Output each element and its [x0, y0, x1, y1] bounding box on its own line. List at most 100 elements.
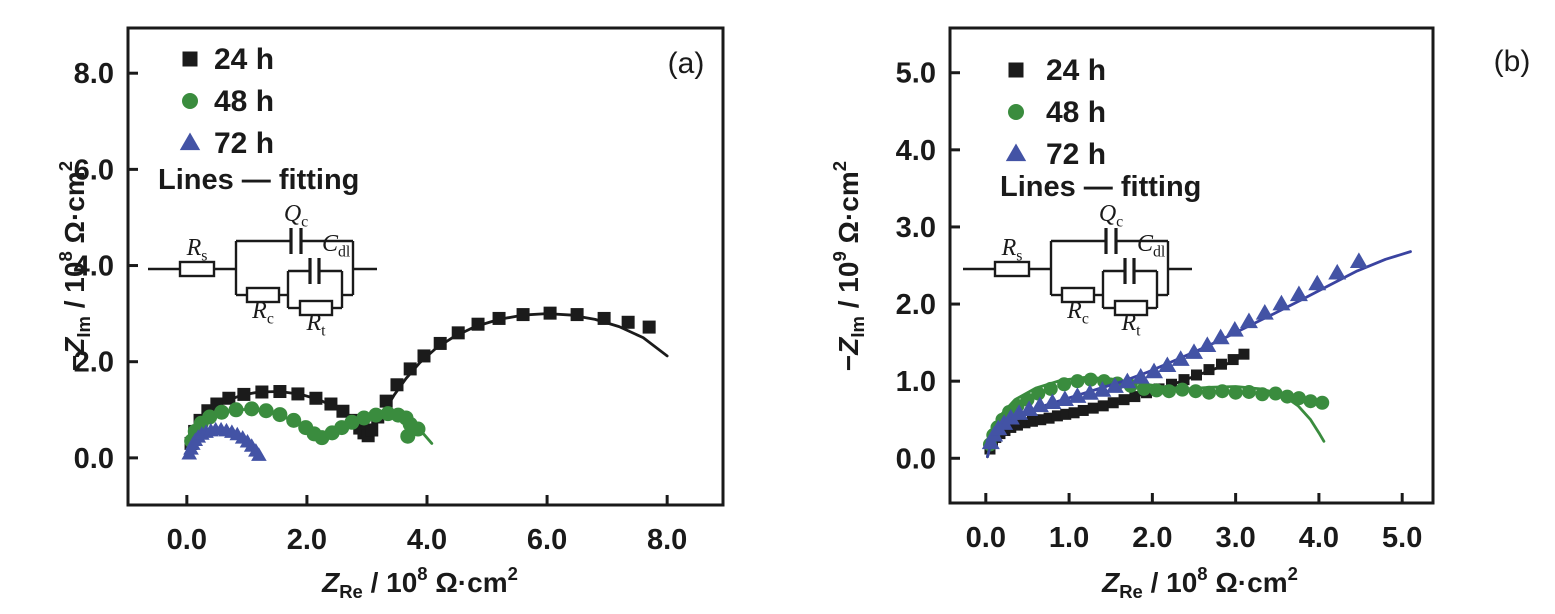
y-tick-label: 0.0 — [74, 443, 114, 475]
data-point-24h — [1215, 358, 1227, 370]
data-point-48h — [368, 407, 384, 423]
series-24h — [184, 306, 669, 459]
label-qc: Qc — [284, 201, 308, 230]
x-tick-label: 1.0 — [1049, 522, 1089, 554]
y-tick-label: 2.0 — [74, 347, 114, 379]
y-axis-title: −ZIm / 109 Ω·cm2 — [829, 161, 868, 371]
x-tick-label: 5.0 — [1382, 522, 1422, 554]
legend-item-72h: 72 h — [1005, 138, 1106, 171]
data-point-24h — [1238, 348, 1250, 360]
data-point-48h — [1255, 387, 1270, 402]
data-point-48h — [228, 402, 244, 418]
legend-note: Lines — fitting — [1000, 171, 1201, 203]
data-point-24h — [471, 317, 485, 331]
data-point-24h — [291, 387, 305, 401]
data-point-72h — [1289, 285, 1308, 302]
legend-label-72h: 72 h — [214, 127, 274, 160]
data-point-48h — [272, 407, 288, 423]
y-axis-title: −ZIm / 108 Ω·cm2 — [55, 161, 94, 371]
legend-label-24h: 24 h — [1046, 54, 1106, 87]
data-point-24h — [1035, 414, 1047, 426]
x-tick-label: 0.0 — [966, 522, 1006, 554]
data-point-48h — [1241, 384, 1256, 399]
x-tick-label: 6.0 — [527, 524, 567, 556]
x-tick-label: 0.0 — [167, 524, 207, 556]
x-axis-title: ZRe / 108 Ω·cm2 — [321, 563, 518, 602]
resistor-rs — [993, 260, 1031, 278]
data-point-72h — [1272, 294, 1291, 311]
data-point-24h — [597, 311, 611, 325]
data-point-48h — [1020, 392, 1035, 407]
data-point-72h — [1131, 368, 1150, 384]
data-point-48h — [1228, 385, 1243, 400]
x-tick-label: 8.0 — [647, 524, 687, 556]
data-point-48h — [1057, 377, 1072, 392]
data-point-72h — [1239, 312, 1258, 329]
label-rs: Rs — [186, 235, 208, 264]
x-tick-label: 4.0 — [1299, 522, 1339, 554]
data-point-24h — [1051, 410, 1063, 422]
legend-marker-24h — [182, 51, 198, 67]
y-tick-label: 5.0 — [896, 58, 936, 90]
data-point-72h — [1184, 343, 1203, 359]
data-point-24h — [642, 320, 656, 334]
panel-tag-a: (a) — [668, 47, 705, 80]
data-point-72h — [1145, 362, 1164, 379]
data-point-24h — [999, 425, 1011, 437]
legend-item-72h: 72 h — [179, 127, 274, 160]
legend-item-24h: 24 h — [1008, 54, 1106, 87]
label-rt: Rt — [305, 310, 326, 339]
data-point-24h — [403, 362, 417, 376]
panel-tag-b: (b) — [1494, 45, 1531, 78]
data-point-72h — [1105, 377, 1124, 393]
data-point-48h — [1175, 382, 1190, 397]
data-point-48h — [286, 412, 302, 428]
panel-a: 0.0 2.0 4.0 6.0 8.0 0.0 2.0 4.0 6.0 8.0 ZRe / 108 … — [55, 26, 725, 602]
x-tick-label: 2.0 — [287, 524, 327, 556]
data-point-24h — [390, 378, 404, 392]
data-point-72h — [1225, 320, 1244, 337]
data-point-48h — [214, 404, 230, 420]
x-tick-label: 4.0 — [407, 524, 447, 556]
data-point-24h — [1068, 407, 1080, 419]
y-tick-label: 6.0 — [74, 154, 114, 186]
label-rt: Rt — [1120, 310, 1141, 339]
y-tick-label: 3.0 — [896, 212, 936, 244]
data-point-72h — [1255, 304, 1274, 320]
data-point-24h — [1166, 378, 1178, 390]
data-point-24h — [1178, 374, 1190, 386]
data-point-48h — [1137, 381, 1152, 396]
data-point-24h — [417, 349, 431, 363]
equivalent-circuit-inset: Rs Qc Rc Cdl Rt — [148, 201, 377, 339]
data-point-48h — [1031, 386, 1046, 401]
data-point-48h — [1215, 384, 1230, 399]
data-point-24h — [1011, 419, 1023, 431]
data-point-24h — [1107, 397, 1119, 409]
data-point-72h — [1328, 263, 1347, 280]
data-point-24h — [273, 385, 287, 399]
data-point-24h — [1026, 415, 1038, 427]
data-point-72h — [251, 447, 267, 461]
data-point-48h — [1280, 389, 1295, 404]
data-point-48h — [258, 403, 274, 419]
legend-marker-48h — [1008, 104, 1024, 120]
data-point-48h — [1303, 394, 1318, 409]
data-point-48h — [1043, 381, 1058, 396]
y-tick-label: 1.0 — [896, 366, 936, 398]
data-point-72h — [1171, 350, 1190, 366]
legend-label-72h: 72 h — [1046, 138, 1106, 171]
x-tick-label: 3.0 — [1215, 522, 1255, 554]
legend-note: Lines — fitting — [158, 164, 359, 196]
data-point-24h — [1129, 391, 1141, 403]
panel-b: 0.0 1.0 2.0 3.0 4.0 5.0 0.0 1.0 2.0 3.0 4.0 5.0 ZRe … — [829, 26, 1531, 602]
data-point-24h — [1118, 394, 1130, 406]
data-point-24h — [1019, 417, 1031, 429]
data-point-48h — [244, 401, 260, 417]
y-tick-label: 0.0 — [896, 443, 936, 475]
series-72h — [981, 250, 1412, 459]
data-point-72h — [1158, 356, 1177, 373]
data-point-24h — [1203, 364, 1215, 376]
y-tick-label: 2.0 — [896, 289, 936, 321]
